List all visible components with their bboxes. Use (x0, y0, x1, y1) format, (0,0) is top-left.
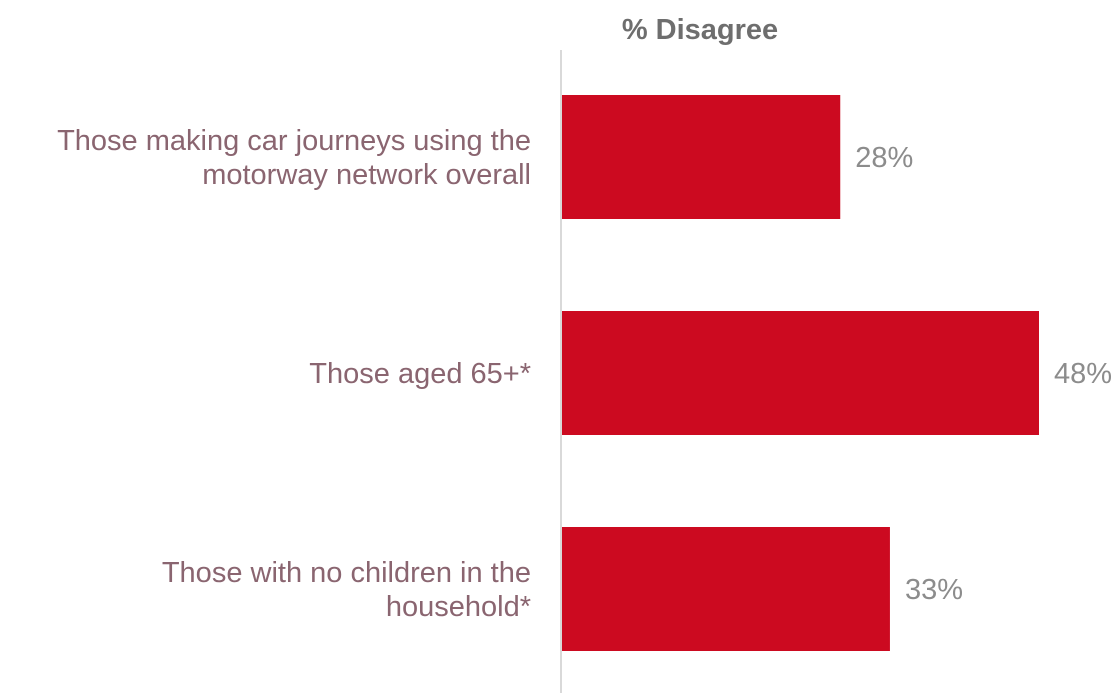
category-labels-group: Those making car journeys using the motor… (57, 125, 531, 623)
bars-group (562, 95, 1039, 651)
category-label-line: Those making car journeys using the (57, 125, 531, 157)
value-labels-group: 28% 48% 33% (855, 142, 1112, 606)
category-label-line: motorway network overall (202, 159, 531, 191)
bar-1 (562, 95, 841, 219)
bar-2 (562, 311, 1039, 435)
category-label-line: household* (386, 591, 531, 623)
category-label-3: Those with no children in the household* (162, 557, 531, 623)
value-label-2: 48% (1054, 358, 1112, 390)
bar-3 (562, 527, 890, 651)
value-label-1: 28% (855, 142, 913, 174)
category-label-2: Those aged 65+* (309, 358, 531, 390)
category-label-1: Those making car journeys using the motor… (57, 125, 531, 191)
category-label-line: Those with no children in the (162, 557, 531, 589)
chart-title: % Disagree (622, 14, 778, 46)
category-label-line: Those aged 65+* (309, 358, 531, 390)
value-label-3: 33% (905, 574, 963, 606)
